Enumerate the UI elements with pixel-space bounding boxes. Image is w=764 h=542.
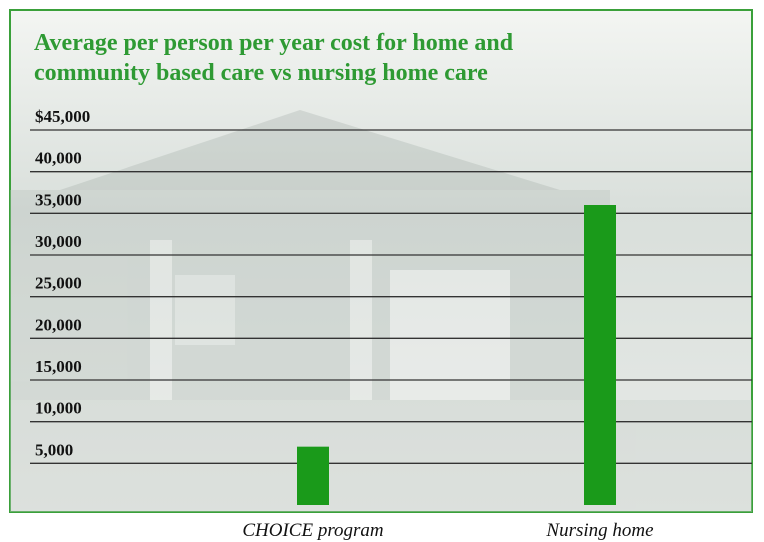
- y-tick-label: 35,000: [35, 190, 82, 209]
- y-tick-label: 40,000: [35, 149, 82, 168]
- x-tick-label: CHOICE program: [242, 520, 383, 541]
- bar: [584, 205, 616, 505]
- y-tick-label: 15,000: [35, 357, 82, 376]
- bar: [297, 447, 329, 505]
- x-tick-label: Nursing home: [545, 520, 653, 541]
- page: 5,000 10,000 15,000 20,000 25,000 30,000 35,00…: [0, 0, 764, 542]
- y-tick-label: 5,000: [35, 440, 73, 459]
- y-tick-label: 20,000: [35, 315, 82, 334]
- y-tick-label: $45,000: [35, 107, 90, 126]
- y-tick-label: 10,000: [35, 399, 82, 418]
- y-tick-label: 25,000: [35, 274, 82, 293]
- chart-title: Average per person per year cost for hom…: [34, 28, 634, 88]
- y-tick-label: 30,000: [35, 232, 82, 251]
